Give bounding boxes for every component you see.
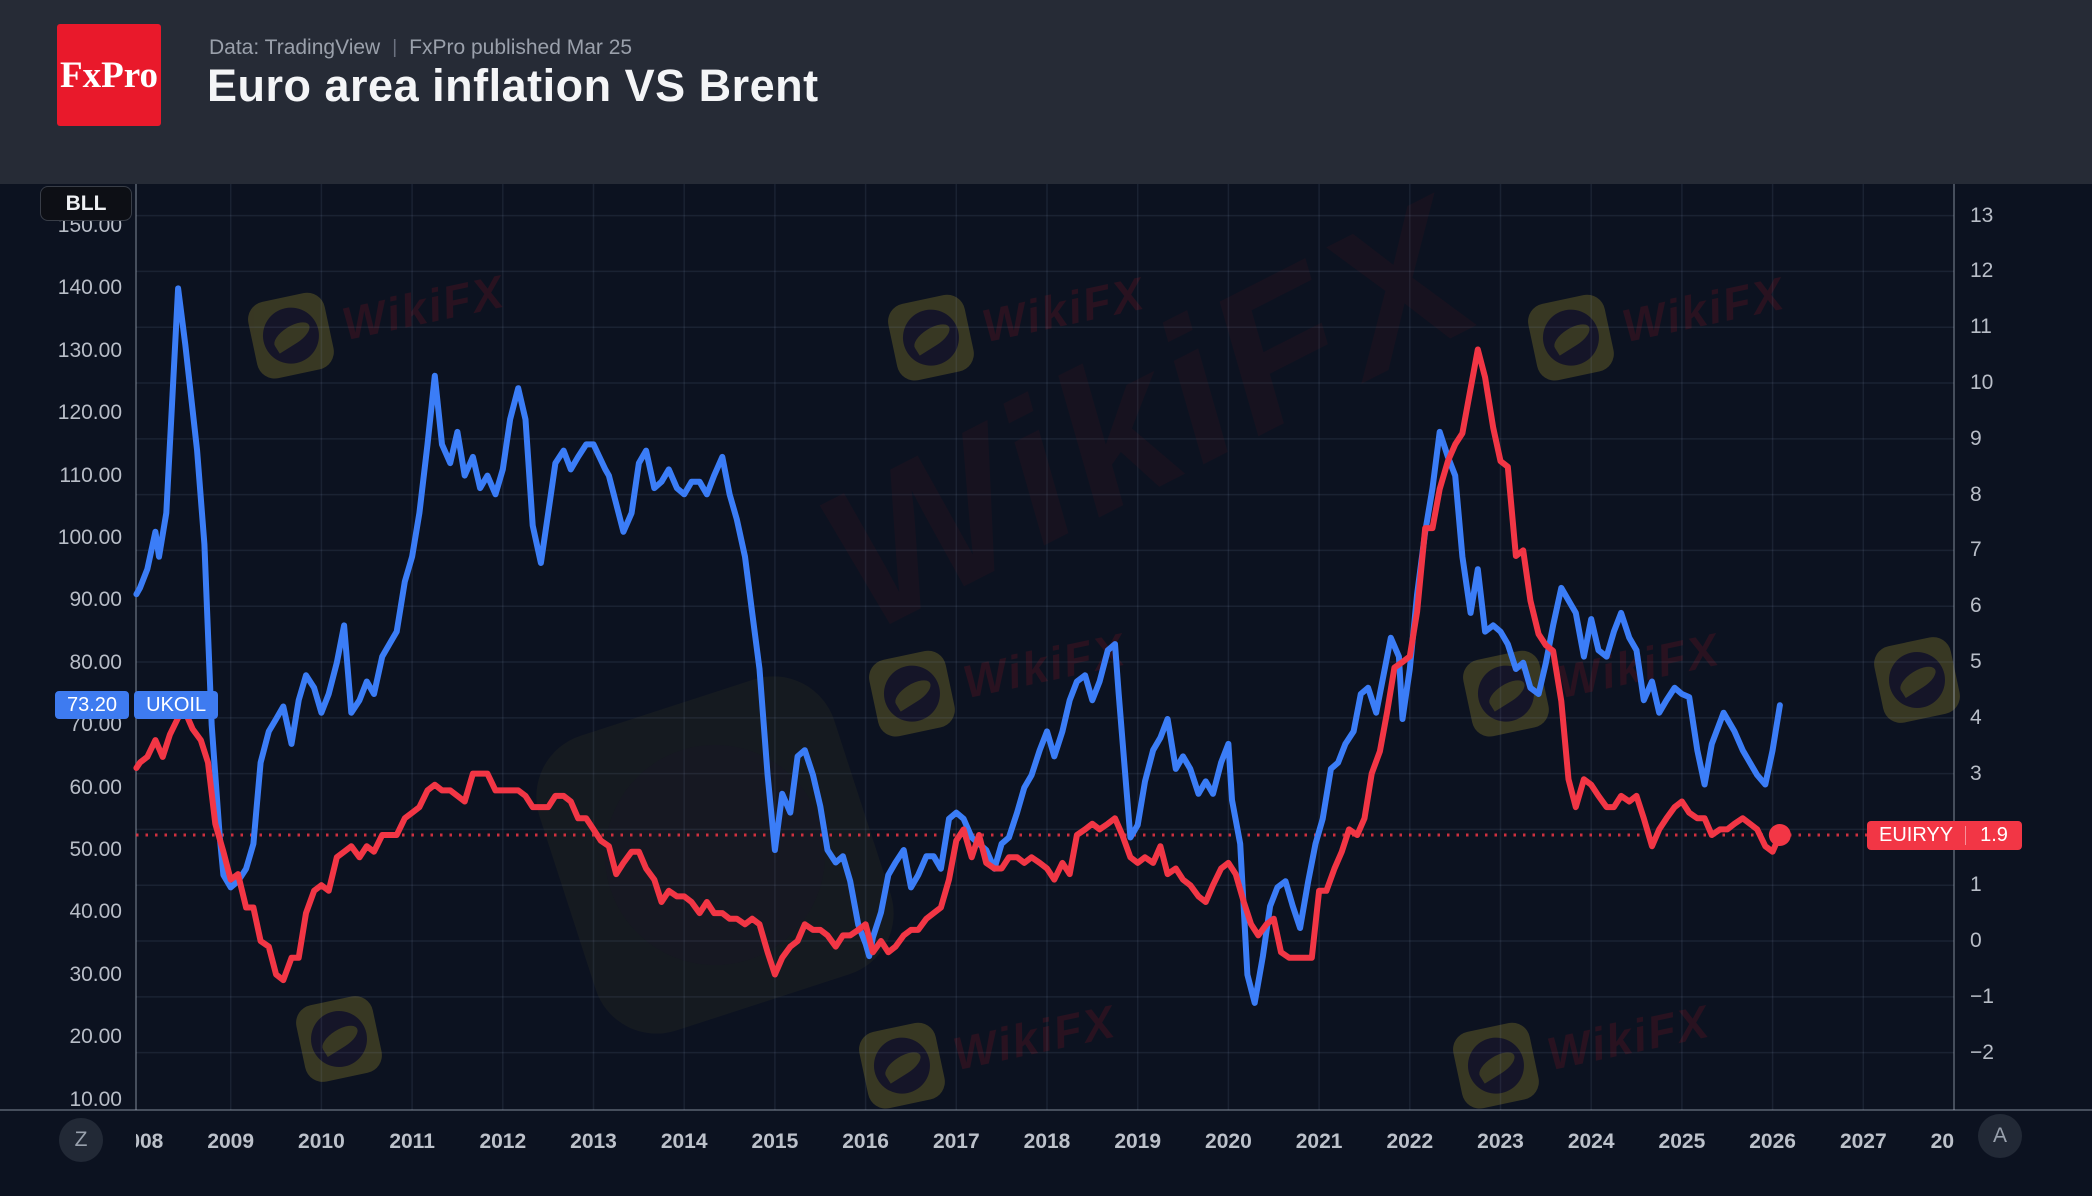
time-axis-tick: 2009 bbox=[207, 1130, 255, 1153]
left-axis-tick: 10.00 bbox=[69, 1087, 122, 1111]
time-axis-labels: 2008 2009 2010 2011 2012 2013 2014 2015 2016 2017… bbox=[136, 1130, 1954, 1160]
time-axis-tick: 2014 bbox=[660, 1130, 708, 1153]
right-axis-tick: −2 bbox=[1970, 1040, 1994, 1064]
left-axis-tick: 20.00 bbox=[69, 1025, 122, 1049]
right-axis-tick: 0 bbox=[1970, 929, 1982, 953]
time-axis-tick: 2016 bbox=[842, 1130, 889, 1153]
right-axis-tick: 13 bbox=[1970, 203, 1994, 227]
right-axis-tick: 8 bbox=[1970, 482, 1982, 506]
right-axis-tick: 4 bbox=[1970, 705, 1982, 729]
left-axis-tick: 140.00 bbox=[57, 276, 122, 300]
time-axis-tick: 2022 bbox=[1386, 1130, 1434, 1153]
left-axis-tick: 40.00 bbox=[69, 900, 122, 924]
euiryy-price-value: 1.9 bbox=[1980, 824, 2008, 846]
right-axis-tick: 12 bbox=[1970, 259, 1994, 283]
time-axis-tick: 2019 bbox=[1114, 1130, 1162, 1153]
left-axis-tick: 30.00 bbox=[69, 962, 122, 986]
time-axis-tick: 2011 bbox=[389, 1130, 435, 1153]
timezone-button[interactable]: Z bbox=[59, 1118, 103, 1162]
euiryy-symbol-label: EUIRYY bbox=[1879, 824, 1954, 846]
ukoil-price-badge[interactable]: 73.20 UKOIL bbox=[55, 691, 219, 719]
right-axis-tick: 9 bbox=[1970, 426, 1982, 450]
page-title: Euro area inflation VS Brent bbox=[207, 60, 819, 111]
right-axis-tick: −1 bbox=[1970, 984, 1994, 1008]
ukoil-price-value: 73.20 bbox=[55, 691, 130, 719]
time-axis-tick: 2010 bbox=[298, 1130, 345, 1153]
meta-divider: | bbox=[392, 37, 398, 58]
right-axis-tick: 5 bbox=[1970, 650, 1982, 674]
time-axis-tick: 2018 bbox=[1023, 1130, 1071, 1153]
time-axis-tick: 2021 bbox=[1295, 1130, 1343, 1153]
left-axis-tick: 110.00 bbox=[59, 463, 122, 487]
right-axis-tick: 3 bbox=[1970, 761, 1982, 785]
left-axis-tick: 60.00 bbox=[69, 775, 122, 799]
time-axis-tick: 2020 bbox=[1205, 1130, 1252, 1153]
right-axis-tick: 1 bbox=[1970, 873, 1982, 897]
time-axis-tick: 2023 bbox=[1477, 1130, 1524, 1153]
right-axis-tick: 10 bbox=[1970, 371, 1994, 395]
left-axis-tick: 90.00 bbox=[69, 588, 122, 612]
ukoil-symbol-label: UKOIL bbox=[134, 691, 219, 719]
time-axis-tick: 2017 bbox=[932, 1130, 980, 1153]
time-axis-tick: 2027 bbox=[1839, 1130, 1887, 1153]
time-axis-tick: 2024 bbox=[1567, 1130, 1615, 1153]
header: FxPro Data: TradingView | FxPro publishe… bbox=[0, 0, 2092, 184]
unit-badge[interactable]: BLL bbox=[40, 186, 132, 221]
time-axis-tick: 2028 bbox=[1930, 1130, 1954, 1153]
euiryy-price-badge[interactable]: EUIRYY 1.9 bbox=[1867, 821, 2022, 850]
time-axis-tick: 2013 bbox=[570, 1130, 617, 1153]
left-axis-tick: 130.00 bbox=[57, 338, 122, 362]
left-axis-tick: 80.00 bbox=[69, 650, 122, 674]
left-axis-tick: 50.00 bbox=[69, 838, 122, 861]
chart-meta: Data: TradingView | FxPro published Mar … bbox=[209, 36, 632, 60]
chart-plot-area[interactable] bbox=[136, 184, 1954, 1110]
fxpro-logo: FxPro bbox=[57, 24, 161, 126]
time-axis-tick: 2026 bbox=[1749, 1130, 1796, 1153]
time-axis-tick: 2025 bbox=[1658, 1130, 1706, 1153]
left-axis-tick: 100.00 bbox=[57, 526, 122, 549]
published-label: FxPro published Mar 25 bbox=[409, 36, 633, 59]
data-source-label: Data: TradingView bbox=[209, 36, 381, 59]
fxpro-logo-text: FxPro bbox=[60, 54, 158, 96]
right-axis-tick: 7 bbox=[1970, 538, 1982, 562]
time-axis-tick: 2015 bbox=[751, 1130, 799, 1153]
time-axis-tick: 2012 bbox=[479, 1130, 527, 1153]
left-axis-tick: 120.00 bbox=[57, 401, 122, 425]
time-axis-tick: 2008 bbox=[136, 1130, 164, 1153]
auto-scale-button[interactable]: A bbox=[1978, 1114, 2022, 1158]
right-axis-tick: 6 bbox=[1970, 594, 1982, 618]
badge-divider bbox=[1965, 826, 1967, 845]
right-axis-tick: 11 bbox=[1970, 315, 1992, 339]
